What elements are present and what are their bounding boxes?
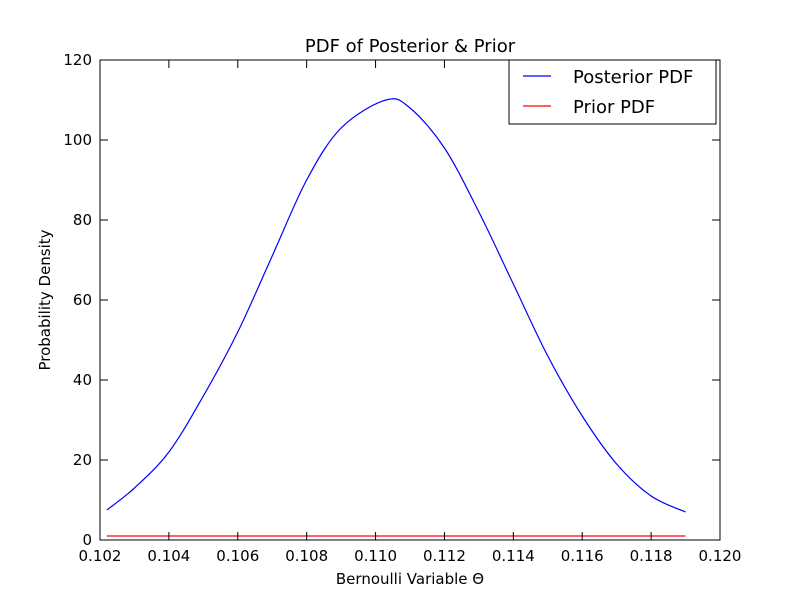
legend-label: Prior PDF bbox=[573, 97, 655, 118]
x-tick-label: 0.104 bbox=[147, 547, 190, 565]
y-axis-label: Probability Density bbox=[36, 229, 54, 370]
x-tick-label: 0.120 bbox=[699, 547, 742, 565]
y-tick-label: 20 bbox=[73, 451, 92, 469]
x-tick-label: 0.114 bbox=[492, 547, 535, 565]
series-line-posterior-pdf bbox=[106, 98, 686, 513]
x-axis-label: Bernoulli Variable Θ bbox=[336, 570, 484, 588]
legend: Posterior PDF Prior PDF bbox=[508, 59, 717, 125]
x-tick-label: 0.116 bbox=[561, 547, 604, 565]
ticks-layer: 0.102 0.104 0.106 0.108 0.110 0.112 0.114 0.116… bbox=[63, 51, 741, 565]
chart-title: PDF of Posterior & Prior bbox=[305, 36, 516, 57]
x-tick-label: 0.112 bbox=[423, 547, 466, 565]
y-tick-label: 60 bbox=[73, 291, 92, 309]
y-tick-label: 40 bbox=[73, 371, 92, 389]
x-tick-label: 0.106 bbox=[216, 547, 259, 565]
y-tick-label: 120 bbox=[63, 51, 92, 69]
legend-box bbox=[508, 59, 717, 125]
x-tick-label: 0.118 bbox=[630, 547, 673, 565]
x-tick-label: 0.110 bbox=[354, 547, 397, 565]
legend-label: Posterior PDF bbox=[573, 67, 693, 88]
y-tick-label: 0 bbox=[82, 531, 92, 549]
y-tick-label: 80 bbox=[73, 211, 92, 229]
series-layer bbox=[106, 98, 686, 537]
x-tick-label: 0.108 bbox=[285, 547, 328, 565]
x-tick-label: 0.102 bbox=[79, 547, 122, 565]
y-tick-label: 100 bbox=[63, 131, 92, 149]
